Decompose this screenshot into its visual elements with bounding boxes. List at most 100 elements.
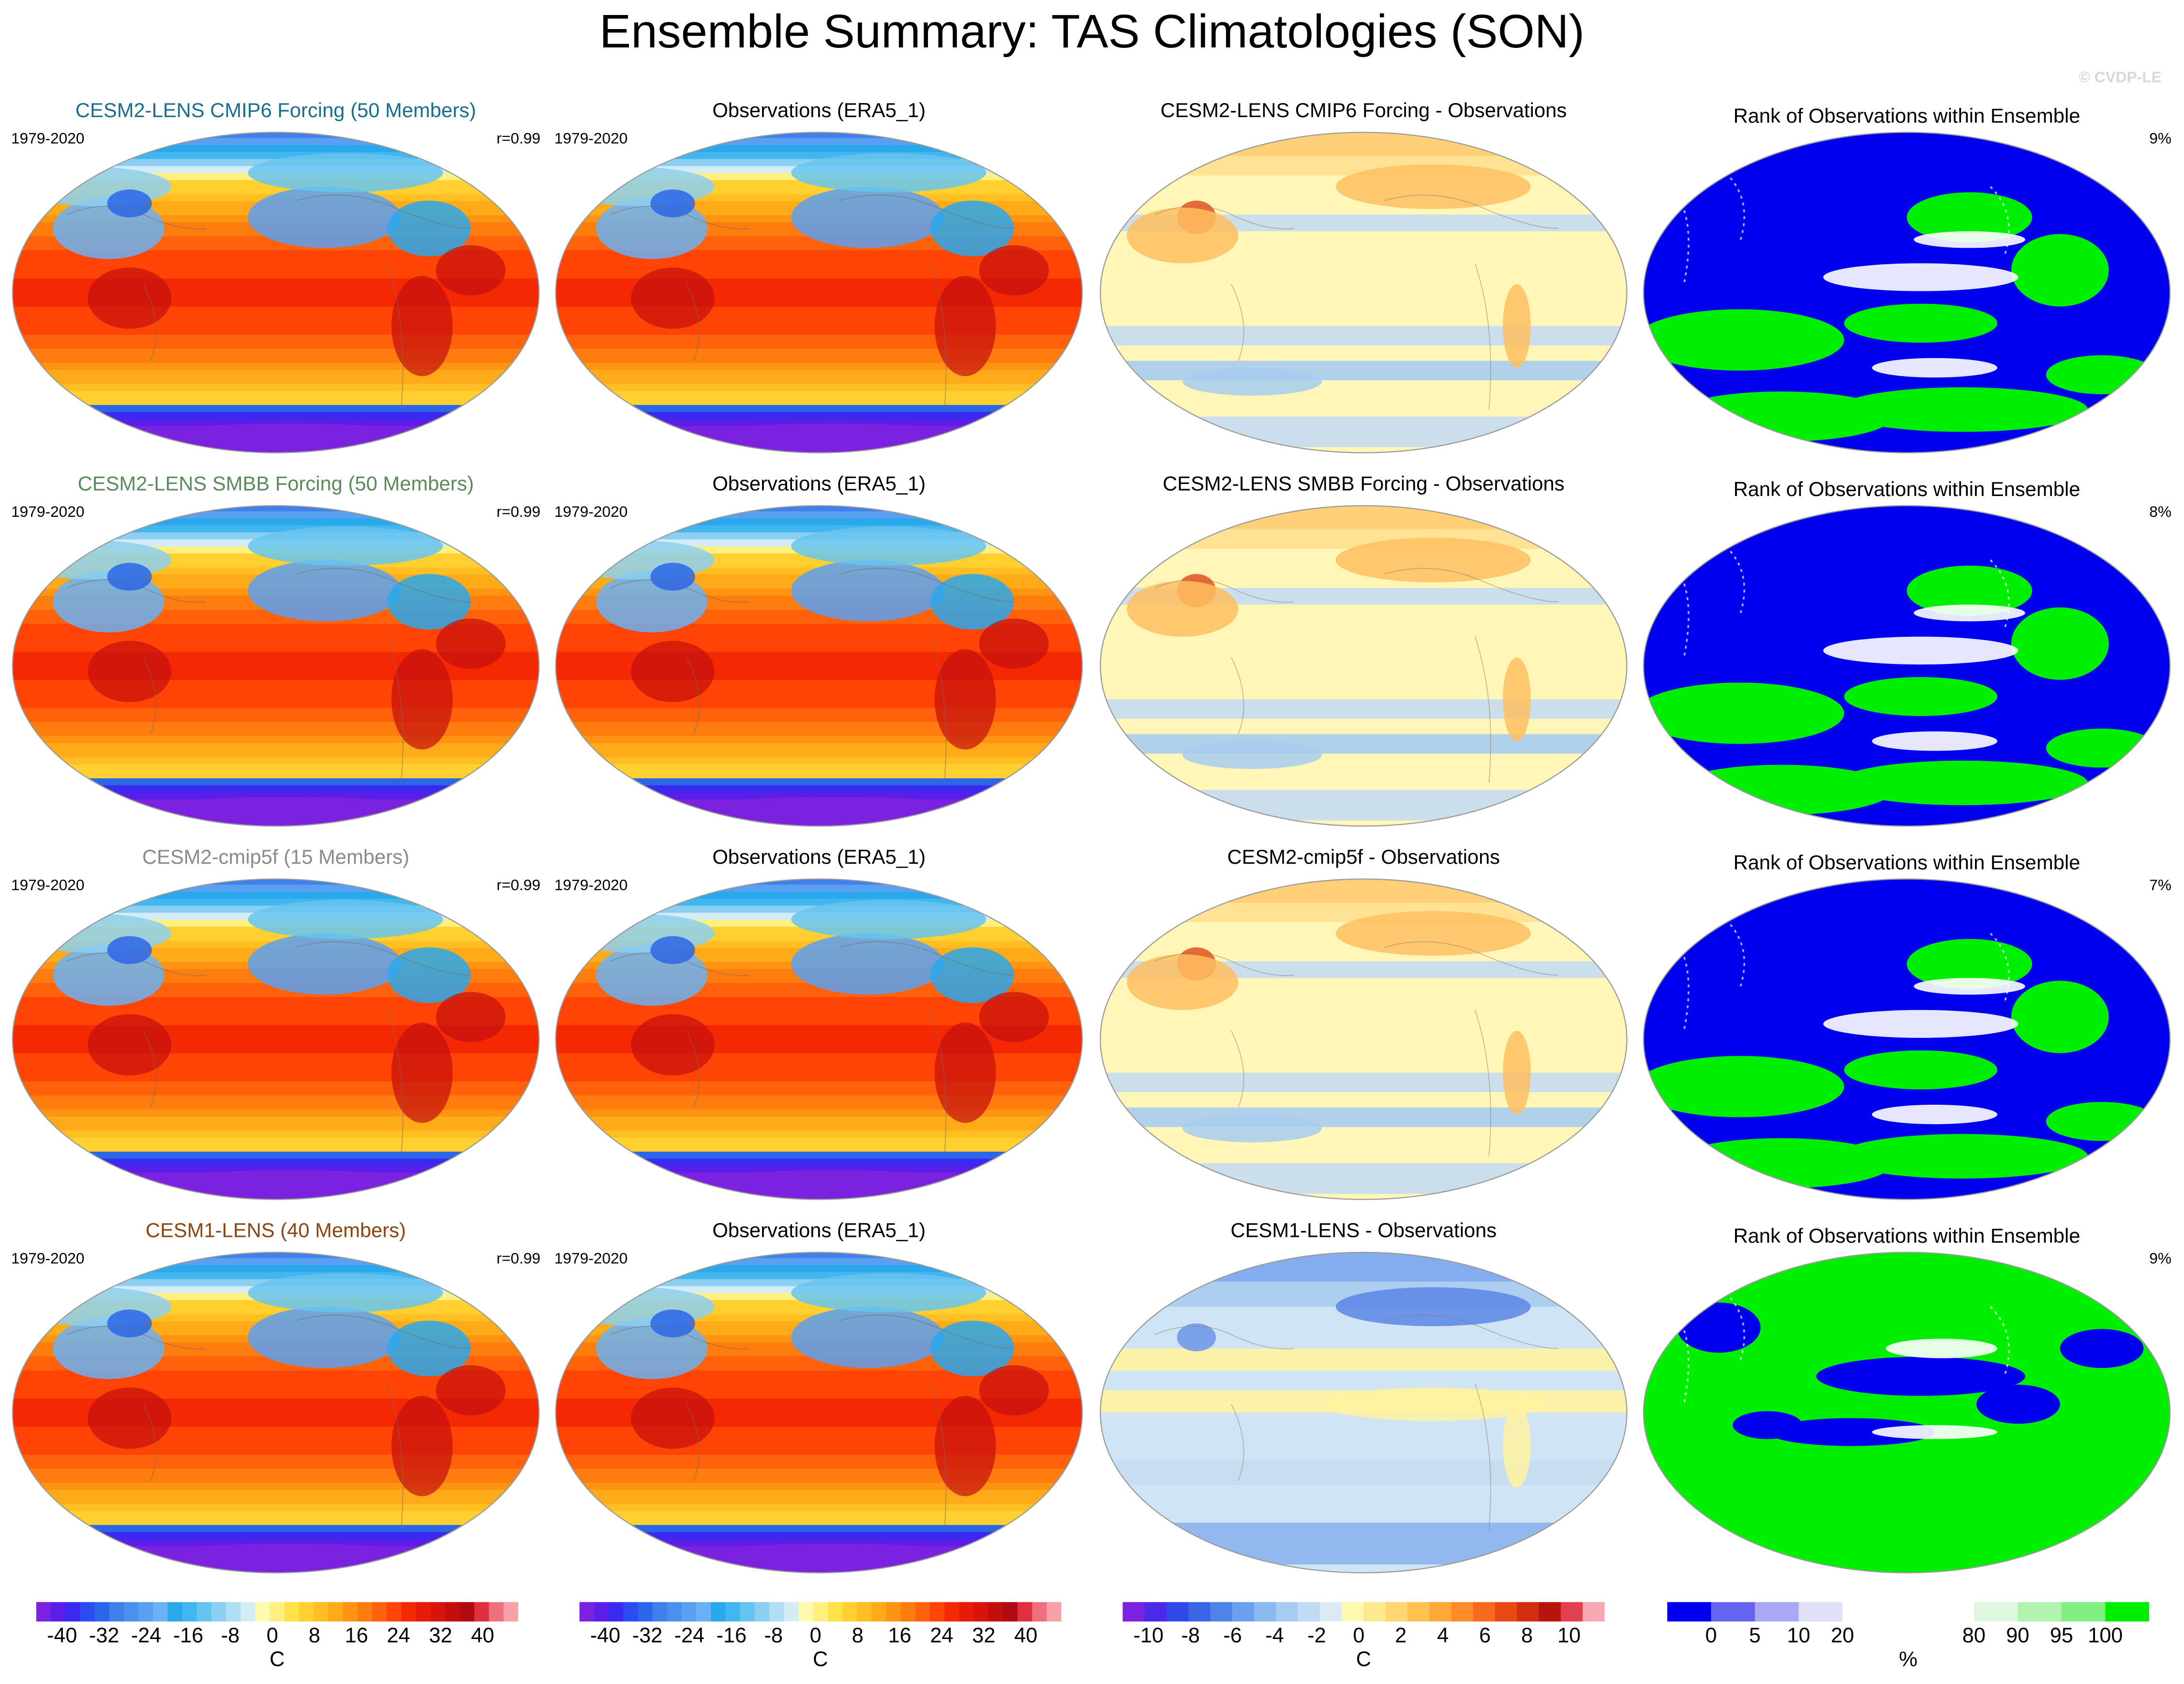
panel-obs-row-2: Observations (ERA5_1) 1979-2020: [554, 468, 1084, 827]
map-obs: [555, 878, 1083, 1200]
colorbar-swatch: [1429, 1602, 1452, 1622]
colorbar-tick-label: 4: [1437, 1624, 1449, 1648]
panel-title-rank: Rank of Observations within Ensemble: [1733, 479, 2080, 502]
colorbar-swatch: [182, 1602, 197, 1622]
colorbar-unit: C: [813, 1648, 828, 1672]
panel-diff-row-4: CESM1-LENS - Observations: [1099, 1215, 1628, 1574]
colorbar-tick-label: 100: [2088, 1624, 2123, 1648]
colorbar-tick-label: -24: [674, 1624, 705, 1648]
colorbar-tick-label: -16: [716, 1624, 747, 1648]
panel-title-model: CESM2-LENS CMIP6 Forcing (50 Members): [75, 100, 477, 123]
colorbar-tick-label: 24: [387, 1624, 410, 1648]
period-label: 1979-2020: [554, 877, 628, 895]
colorbar-swatch: [372, 1602, 388, 1622]
colorbar-tick-label: -24: [131, 1624, 162, 1648]
panel-model-row-2: CESM2-LENS SMBB Forcing (50 Members) 1979…: [11, 468, 540, 827]
colorbar-swatch: [401, 1602, 417, 1622]
colorbar-2: -40 -32 -24 -16 -8 0 8 16 24 32 40 C: [579, 1602, 1062, 1677]
colorbar-swatch: [167, 1602, 183, 1622]
colorbar-swatch: [623, 1602, 639, 1622]
colorbar-swatches: [579, 1602, 1062, 1622]
rank-percent-label: 9%: [2149, 131, 2172, 148]
colorbar-swatch: [94, 1602, 110, 1622]
colorbar-tick-label: 8: [308, 1624, 320, 1648]
colorbar-3: -10 -8 -6 -4 -2 0 2 4 6 8 10 C: [1122, 1602, 1605, 1677]
colorbar-tick-label: 10: [1557, 1624, 1581, 1648]
colorbar-swatch: [988, 1602, 1003, 1622]
colorbar-swatch: [1032, 1602, 1047, 1622]
colorbar-tick-label: 0: [1705, 1624, 1717, 1648]
colorbar-swatch: [284, 1602, 300, 1622]
colorbar-unit: C: [269, 1648, 285, 1672]
panel-rank-row-1: Rank of Observations within Ensemble 9%: [1642, 95, 2171, 454]
colorbar-swatch: [652, 1602, 668, 1622]
colorbar-swatch: [196, 1602, 212, 1622]
colorbar-swatch: [1017, 1602, 1033, 1622]
colorbar-swatch: [1539, 1602, 1561, 1622]
colorbar-swatch: [696, 1602, 712, 1622]
colorbar-swatches: [36, 1602, 518, 1622]
colorbar-tick-label: 2: [1395, 1624, 1407, 1648]
period-label: 1979-2020: [11, 131, 85, 148]
colorbar-swatch: [871, 1602, 887, 1622]
map-diff: [1100, 1251, 1628, 1574]
period-label: 1979-2020: [554, 504, 628, 521]
panel-title-rank: Rank of Observations within Ensemble: [1733, 105, 2080, 128]
colorbar-tick-label: -6: [1223, 1624, 1242, 1648]
panel-title-diff: CESM2-LENS SMBB Forcing - Observations: [1163, 473, 1565, 496]
map-model: [12, 1251, 540, 1574]
colorbar-swatch: [1451, 1602, 1474, 1622]
colorbar-tick-label: 0: [266, 1624, 278, 1648]
colorbar-tick-label: 10: [1787, 1624, 1810, 1648]
colorbar-swatch: [711, 1602, 726, 1622]
colorbar-4: 0 5 10 20 80 90 95 100%: [1667, 1602, 2149, 1677]
period-label: 1979-2020: [554, 131, 628, 148]
map-obs: [555, 132, 1083, 453]
colorbar-swatches: [1667, 1602, 2149, 1622]
colorbar-swatch: [416, 1602, 431, 1622]
panel-title-rank: Rank of Observations within Ensemble: [1733, 1226, 2080, 1248]
map-rank: [1643, 878, 2171, 1200]
panel-diff-row-1: CESM2-LENS CMIP6 Forcing - Observations: [1099, 95, 1628, 454]
colorbar-swatch: [725, 1602, 741, 1622]
colorbar-swatch: [813, 1602, 828, 1622]
colorbar-swatch: [929, 1602, 945, 1622]
colorbar-swatch: [138, 1602, 154, 1622]
colorbar-swatch: [1560, 1602, 1583, 1622]
colorbar-tick-label: -32: [89, 1624, 120, 1648]
period-label: 1979-2020: [554, 1251, 628, 1268]
figure-title: Ensemble Summary: TAS Climatologies (SON…: [599, 5, 1585, 59]
colorbar-tick-label: -10: [1133, 1624, 1164, 1648]
colorbar-swatch: [769, 1602, 785, 1622]
colorbar-swatch: [1188, 1602, 1211, 1622]
colorbar-tick-label: -2: [1307, 1624, 1326, 1648]
map-obs: [555, 505, 1083, 827]
colorbar-swatch: [667, 1602, 682, 1622]
rank-percent-label: 7%: [2149, 877, 2172, 895]
panel-obs-row-4: Observations (ERA5_1) 1979-2020: [554, 1215, 1084, 1574]
colorbar-swatch: [798, 1602, 814, 1622]
colorbar-swatch: [1473, 1602, 1496, 1622]
colorbar-swatch: [944, 1602, 960, 1622]
colorbar-tick-label: 8: [1521, 1624, 1533, 1648]
colorbar-1: -40 -32 -24 -16 -8 0 8 16 24 32 40 C: [36, 1602, 518, 1677]
colorbar-tick-label: 90: [2006, 1624, 2030, 1648]
credit-text: © CVDP-LE: [2079, 69, 2162, 87]
colorbar-swatch: [80, 1602, 95, 1622]
panel-title-model: CESM2-LENS SMBB Forcing (50 Members): [77, 473, 474, 496]
colorbar-swatch: [2105, 1602, 2149, 1622]
colorbar-swatch: [299, 1602, 314, 1622]
panel-obs-row-1: Observations (ERA5_1) 1979-2020: [554, 95, 1084, 454]
colorbar-swatch: [1210, 1602, 1233, 1622]
period-label: 1979-2020: [11, 1251, 85, 1268]
colorbar-swatch: [65, 1602, 81, 1622]
panel-title-obs: Observations (ERA5_1): [712, 1220, 926, 1243]
map-obs: [555, 1251, 1083, 1574]
colorbar-swatch: [430, 1602, 446, 1622]
colorbar-swatch: [123, 1602, 139, 1622]
colorbar-swatch: [594, 1602, 609, 1622]
colorbar-tick-label: 6: [1479, 1624, 1491, 1648]
colorbar-swatch: [474, 1602, 490, 1622]
map-diff: [1100, 505, 1628, 827]
colorbar-swatch: [900, 1602, 916, 1622]
